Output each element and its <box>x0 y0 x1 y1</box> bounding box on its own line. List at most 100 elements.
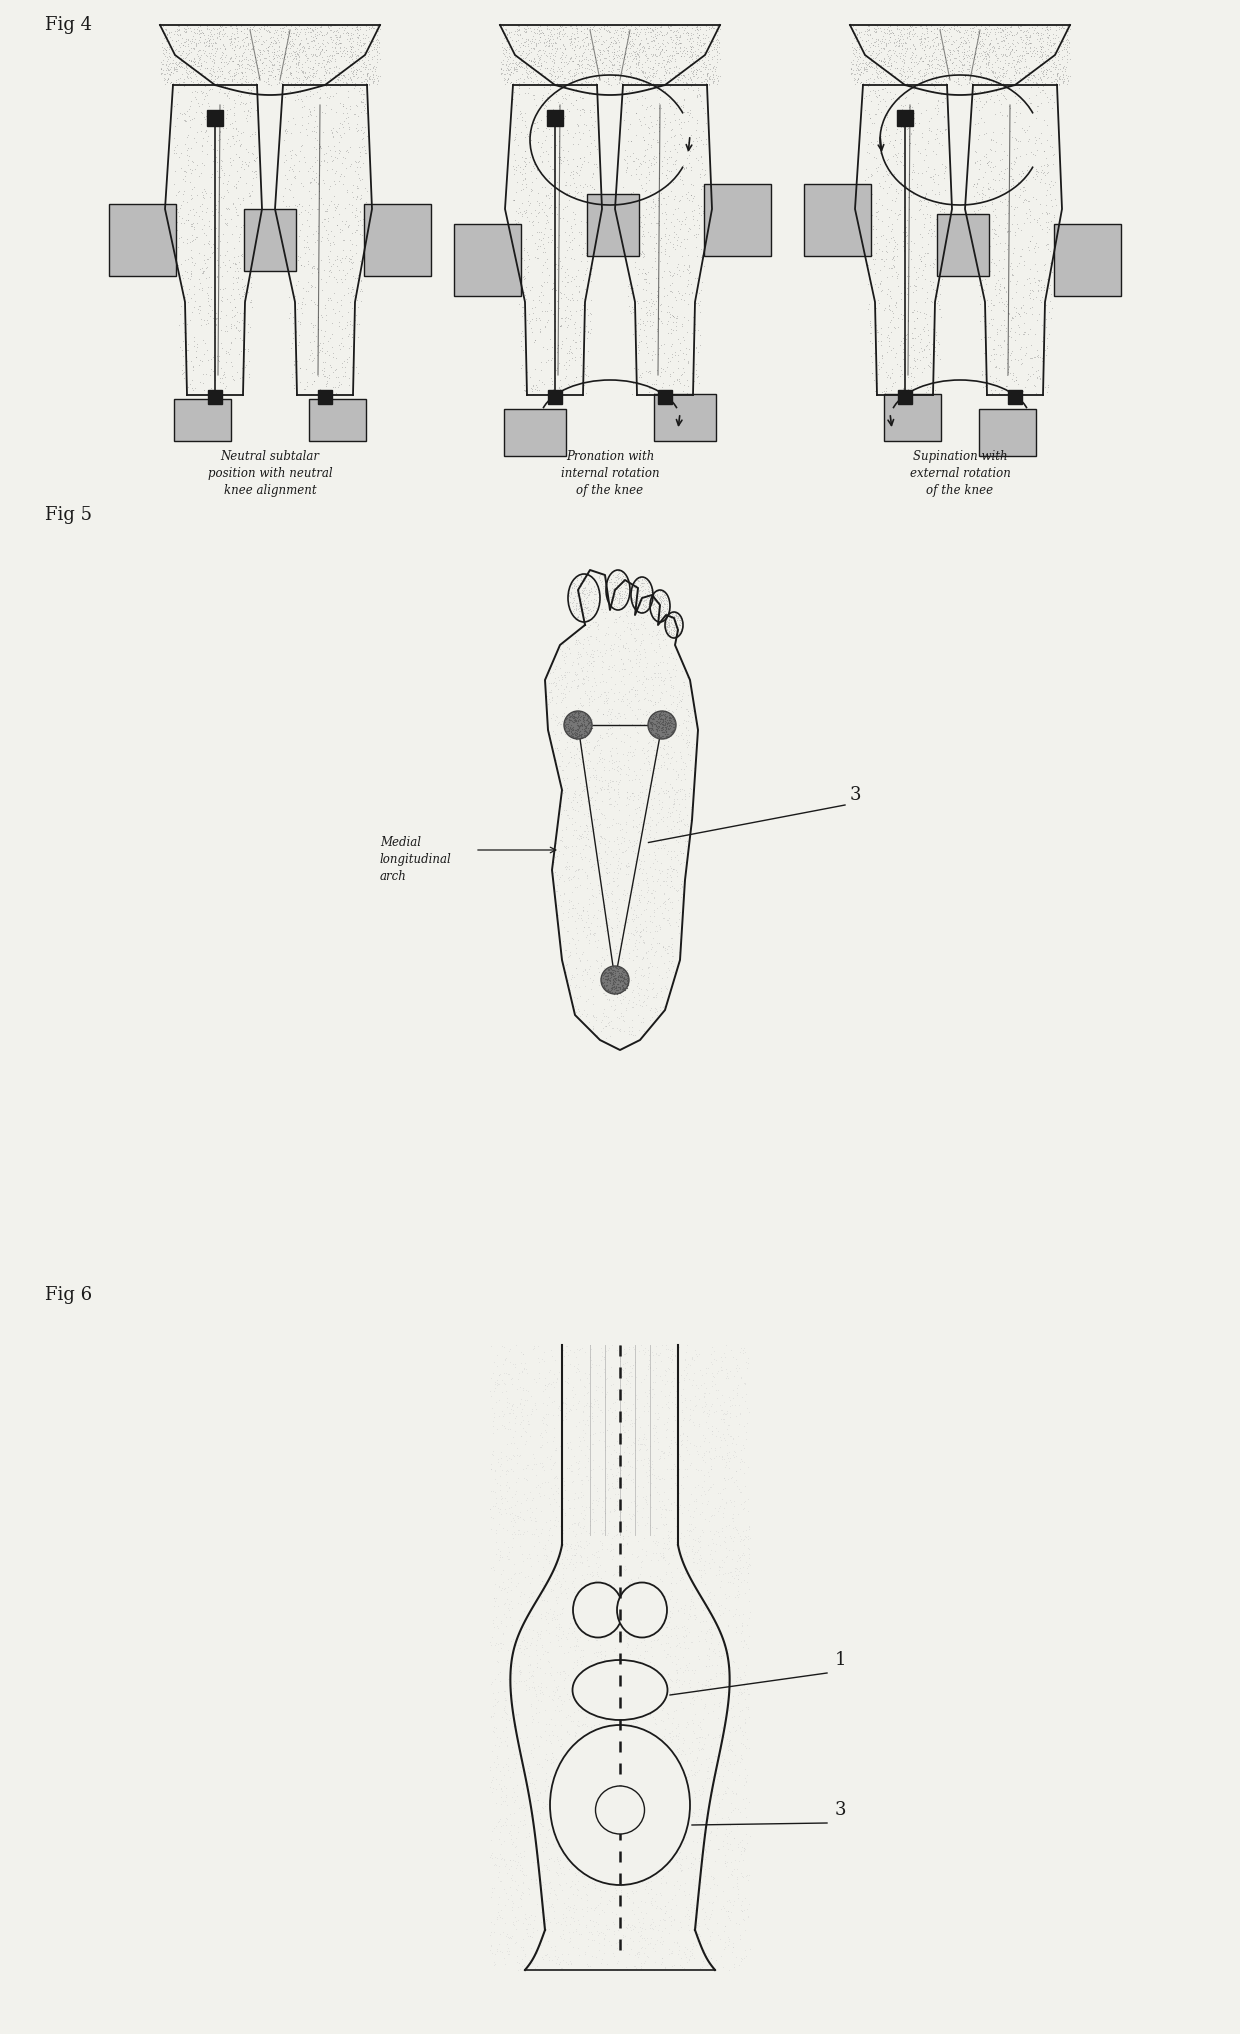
Point <box>482 1763 502 1796</box>
Point <box>525 1330 544 1363</box>
Point <box>678 679 698 712</box>
Point <box>498 1938 518 1971</box>
Point <box>526 26 546 59</box>
Point <box>847 41 867 73</box>
Point <box>706 1491 725 1523</box>
Point <box>491 47 511 79</box>
Point <box>193 256 213 289</box>
Point <box>955 24 975 57</box>
Point <box>911 59 931 92</box>
Point <box>309 33 329 65</box>
Point <box>1052 10 1071 43</box>
Point <box>249 61 269 94</box>
Point <box>684 1603 704 1635</box>
Point <box>668 1454 688 1487</box>
Point <box>930 10 950 43</box>
Point <box>665 183 684 216</box>
Point <box>227 264 247 297</box>
Point <box>331 283 351 315</box>
Point <box>916 41 936 73</box>
Point <box>590 1743 610 1776</box>
Point <box>735 1715 755 1747</box>
Point <box>663 197 683 230</box>
Point <box>610 712 630 744</box>
Point <box>353 122 373 155</box>
Point <box>892 303 911 336</box>
Point <box>574 708 594 740</box>
Point <box>281 332 301 364</box>
Point <box>645 1763 665 1796</box>
Point <box>205 321 224 354</box>
Point <box>594 1342 614 1375</box>
Point <box>630 1812 650 1845</box>
Point <box>677 16 697 49</box>
Point <box>655 43 675 75</box>
Point <box>593 1715 613 1747</box>
Point <box>534 246 554 279</box>
Point <box>1042 43 1061 75</box>
Point <box>861 317 880 350</box>
Point <box>506 33 526 65</box>
Point <box>513 28 533 61</box>
Point <box>686 1920 706 1953</box>
Point <box>1058 63 1078 96</box>
Point <box>934 31 954 63</box>
Point <box>503 1772 523 1804</box>
Point <box>529 1621 549 1654</box>
Point <box>278 16 298 49</box>
Point <box>925 31 945 63</box>
Point <box>342 246 362 279</box>
Point <box>877 372 897 405</box>
Point <box>151 53 171 85</box>
Point <box>543 667 563 700</box>
Point <box>641 586 661 618</box>
Point <box>703 1369 723 1401</box>
Point <box>728 1369 748 1401</box>
Point <box>872 342 892 374</box>
Point <box>590 948 610 980</box>
Point <box>858 47 878 79</box>
Point <box>670 1564 689 1597</box>
Point <box>910 344 930 376</box>
Point <box>645 993 665 1025</box>
Point <box>598 972 618 1005</box>
Point <box>682 275 702 307</box>
Point <box>680 94 699 126</box>
Point <box>687 1741 707 1774</box>
Point <box>575 1009 595 1041</box>
Point <box>671 59 691 92</box>
Point <box>591 677 611 710</box>
Point <box>570 567 590 600</box>
Point <box>1013 185 1033 218</box>
Point <box>651 1922 671 1955</box>
Point <box>502 1678 522 1711</box>
Point <box>615 43 635 75</box>
Point <box>629 1601 649 1633</box>
Point <box>650 580 670 612</box>
Point <box>626 940 646 972</box>
Point <box>696 1835 715 1867</box>
Point <box>236 31 255 63</box>
Point <box>903 155 923 187</box>
Point <box>580 1814 600 1847</box>
Point <box>916 376 936 409</box>
Point <box>360 12 379 45</box>
Point <box>916 189 936 222</box>
Point <box>972 183 992 216</box>
Point <box>708 1375 728 1408</box>
Point <box>689 277 709 309</box>
Point <box>529 18 549 51</box>
Point <box>496 1920 516 1953</box>
Point <box>656 893 676 925</box>
Point <box>982 57 1002 89</box>
Point <box>666 1458 686 1491</box>
Point <box>661 677 681 710</box>
Point <box>688 287 708 319</box>
Point <box>632 120 652 153</box>
Point <box>869 354 889 386</box>
Point <box>636 893 656 925</box>
Point <box>661 226 681 258</box>
Point <box>569 49 589 81</box>
Point <box>652 576 672 608</box>
Point <box>663 962 683 995</box>
